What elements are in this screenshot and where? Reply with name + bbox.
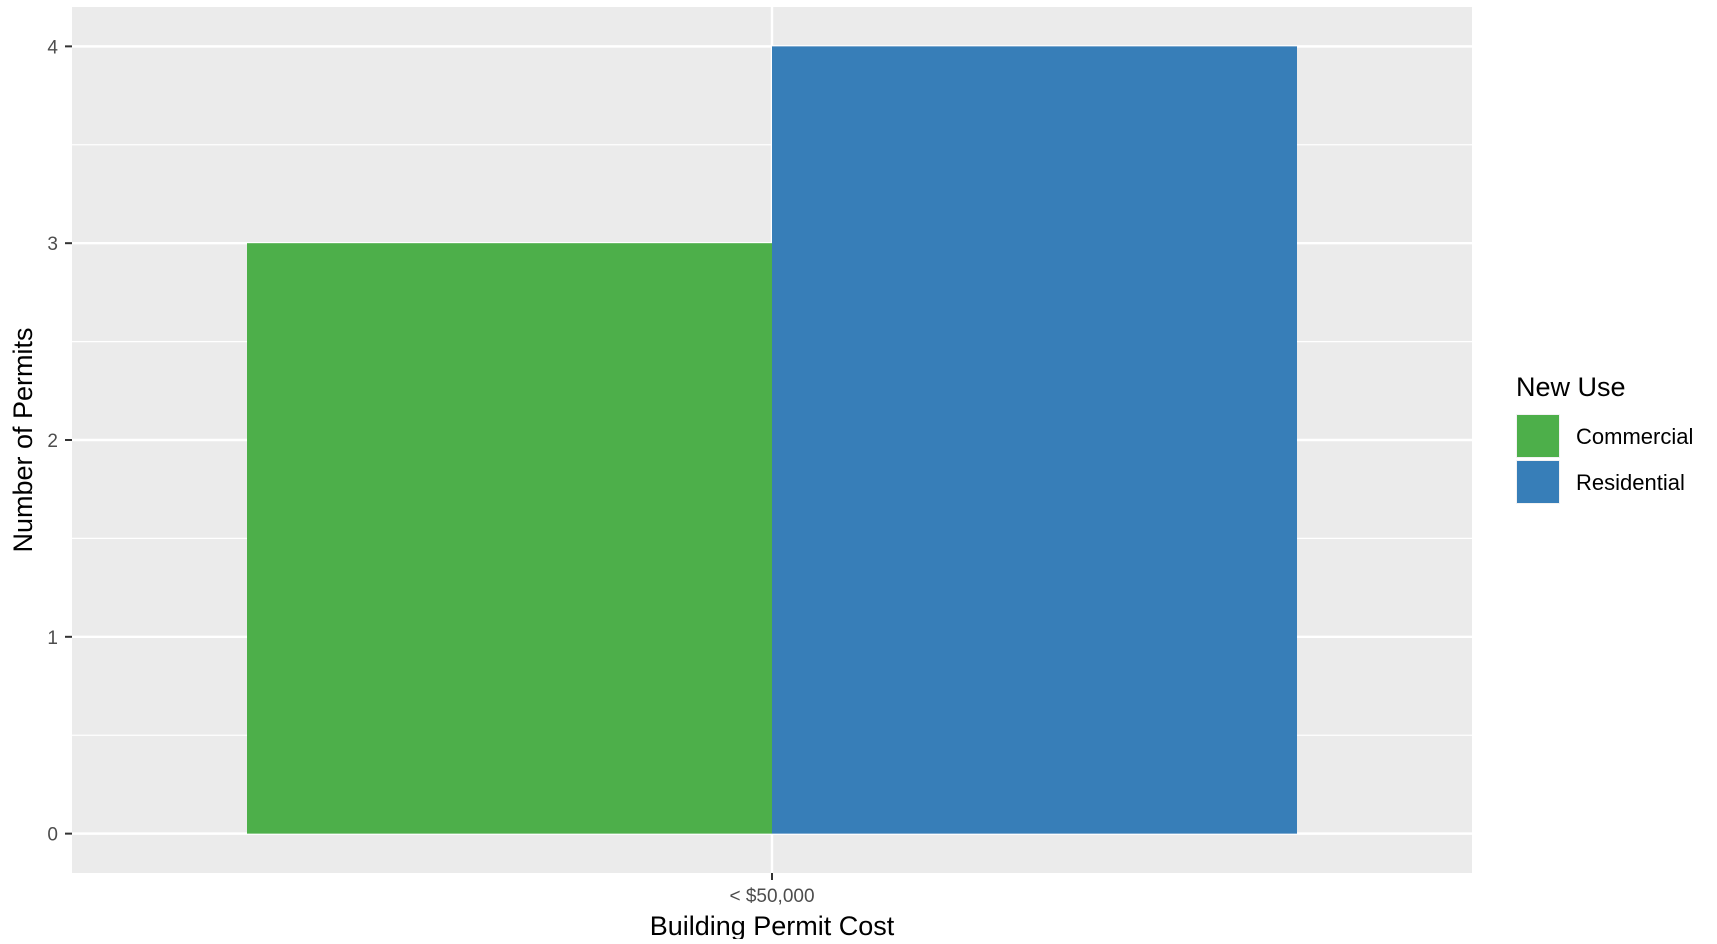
legend-title: New Use <box>1516 372 1626 402</box>
y-axis: 0 1 2 3 4 <box>47 37 72 846</box>
x-axis: < $50,000 <box>729 873 815 907</box>
y-tick-label: 3 <box>47 234 58 255</box>
legend-key-residential <box>1517 461 1559 503</box>
x-axis-title: Building Permit Cost <box>650 911 895 939</box>
legend: New Use Commercial Residential <box>1516 372 1693 504</box>
bar-residential <box>772 46 1297 834</box>
y-tick-label: 4 <box>47 37 58 58</box>
y-tick-label: 2 <box>47 431 58 452</box>
x-tick-label: < $50,000 <box>729 886 814 907</box>
y-tick-label: 1 <box>47 628 58 649</box>
legend-label-residential: Residential <box>1576 470 1685 495</box>
y-axis-title: Number of Permits <box>8 327 38 552</box>
bar-commercial <box>247 243 772 834</box>
bars <box>247 46 1297 834</box>
legend-label-commercial: Commercial <box>1576 424 1693 449</box>
legend-key-commercial <box>1517 415 1559 457</box>
y-tick-label: 0 <box>47 825 58 846</box>
